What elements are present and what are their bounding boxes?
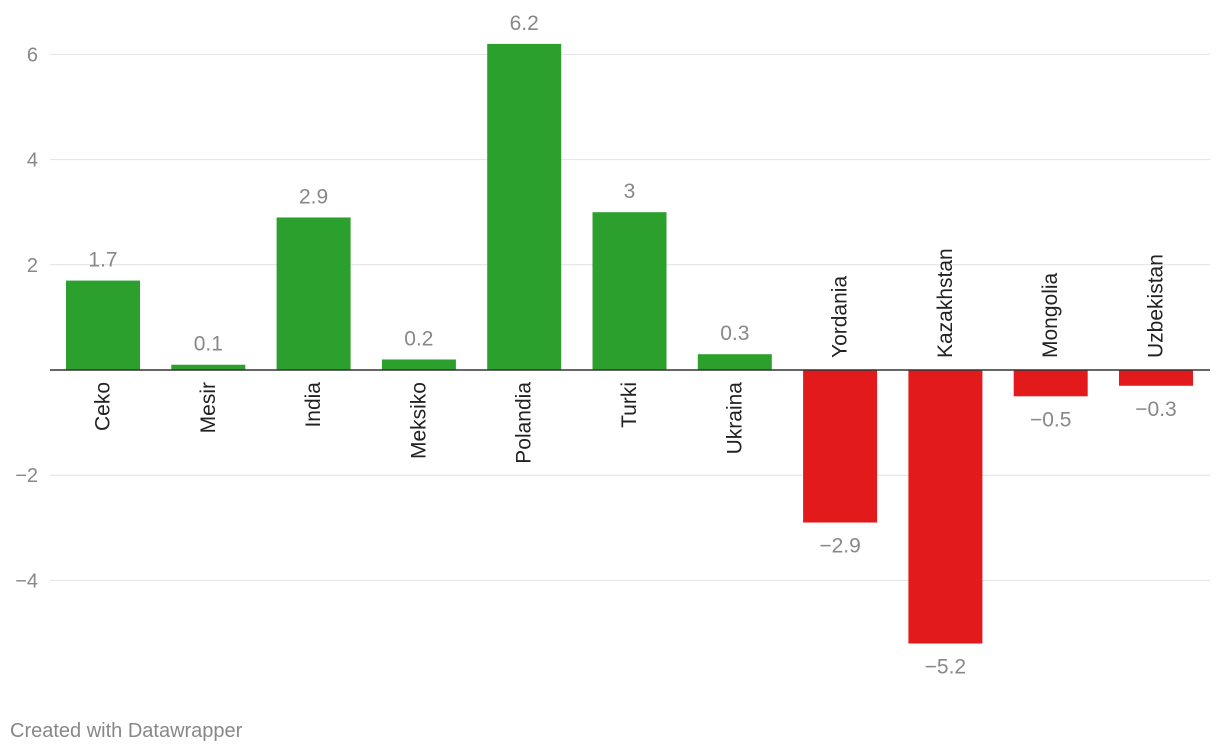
category-label: Mesir — [197, 382, 220, 433]
value-label: 2.9 — [299, 185, 328, 208]
value-label: −0.3 — [1135, 398, 1176, 421]
bar — [908, 370, 983, 644]
category-label: Uzbekistan — [1145, 254, 1168, 358]
bar — [66, 280, 140, 370]
category-label: Polandia — [513, 382, 536, 464]
category-label: Yordania — [829, 276, 852, 358]
value-label: −5.2 — [925, 656, 966, 679]
bar — [487, 43, 562, 370]
value-label: 3 — [624, 180, 636, 203]
bars — [66, 43, 1193, 644]
value-label: 0.3 — [720, 322, 749, 345]
category-label: Mongolia — [1039, 272, 1062, 358]
y-tick-label: −4 — [15, 570, 38, 592]
category-labels: Ceko Mesir India Meksiko Polandia Turki Ukrain… — [92, 248, 1168, 463]
category-label: Meksiko — [407, 382, 430, 459]
bar — [381, 359, 456, 370]
category-label: Turki — [618, 382, 641, 428]
y-tick-label: 4 — [27, 150, 38, 172]
bar — [592, 212, 667, 370]
credit-text: Created with Datawrapper — [10, 720, 243, 742]
bar — [1119, 370, 1193, 386]
value-label: −2.9 — [819, 535, 860, 558]
value-label: 6.2 — [510, 12, 539, 35]
category-label: Kazakhstan — [934, 248, 957, 358]
value-labels: 1.7 0.1 2.9 0.2 6.2 3 0.3 −2.9 −5.2 −0.5 −0.3 — [88, 12, 1176, 679]
bar — [1013, 370, 1088, 397]
value-label: −0.5 — [1030, 408, 1071, 431]
value-label: 0.1 — [194, 333, 223, 356]
y-axis-ticks: 6 4 2 −2 −4 — [15, 44, 38, 592]
bar — [171, 364, 246, 370]
y-tick-label: 2 — [27, 255, 38, 277]
bar — [803, 370, 878, 523]
y-tick-label: −2 — [15, 465, 38, 487]
category-label: India — [302, 382, 325, 428]
y-tick-label: 6 — [27, 44, 38, 66]
bar — [276, 217, 351, 370]
value-label: 1.7 — [88, 249, 117, 272]
category-label: Ukraina — [723, 382, 746, 455]
category-label: Ceko — [92, 382, 115, 431]
bar — [697, 354, 772, 370]
value-label: 0.2 — [404, 327, 433, 350]
